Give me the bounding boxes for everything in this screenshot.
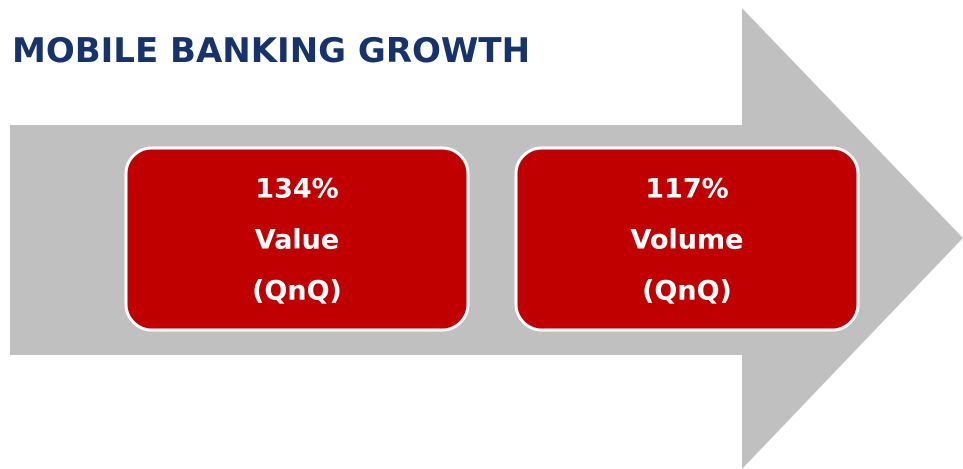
- stat-figure: 117%: [645, 174, 728, 205]
- stat-period: (QnQ): [642, 276, 732, 307]
- stat-box: [124, 146, 470, 332]
- stat-figure: 134%: [255, 174, 338, 205]
- growth-arrow: [10, 8, 963, 469]
- title: MOBILE BANKING GROWTH: [12, 31, 530, 71]
- stat-period: (QnQ): [252, 276, 342, 307]
- stat-label: Volume: [631, 225, 744, 256]
- stat-label: Value: [255, 225, 339, 256]
- boxes: 134% Value (QnQ) 117% Volume (QnQ): [124, 146, 860, 332]
- stat-box: [514, 146, 860, 332]
